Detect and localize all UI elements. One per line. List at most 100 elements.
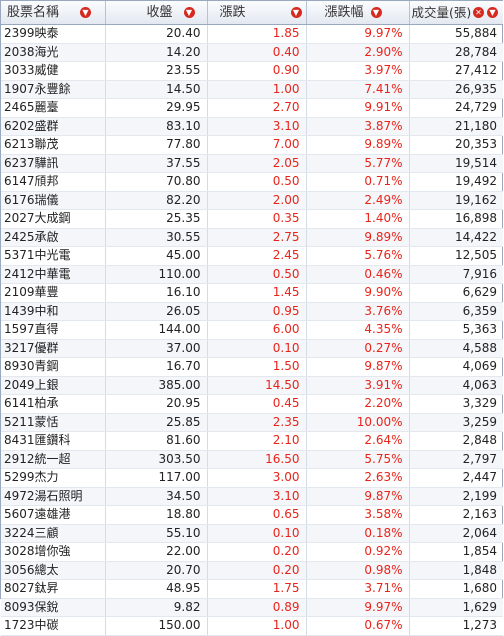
table-row[interactable]: 3224三顧 55.10 0.10 0.18% 2,064 (1, 524, 503, 543)
stock-name-cell: 2412中華電 (1, 265, 106, 284)
stock-name-cell: 3224三顧 (1, 524, 106, 543)
table-row[interactable]: 4972湯石照明 34.50 3.10 9.87% 2,199 (1, 487, 503, 506)
close-price-cell: 25.85 (105, 413, 208, 432)
column-header-volume[interactable]: 成交量(張) ✕ ▼ (409, 1, 503, 25)
table-row[interactable]: 5211蒙恬 25.85 2.35 10.00% 3,259 (1, 413, 503, 432)
close-price-cell: 81.60 (105, 431, 208, 451)
change-percent-cell: 1.40% (306, 209, 410, 229)
sort-down-icon[interactable]: ▼ (80, 7, 91, 18)
sort-down-icon[interactable]: ▼ (183, 7, 195, 18)
volume-cell: 3,259 (409, 413, 503, 432)
table-row[interactable]: 8093保銳 9.82 0.89 9.97% 1,629 (1, 598, 503, 617)
change-cell: 3.00 (207, 468, 307, 488)
table-row[interactable]: 6176瑞儀 82.20 2.00 2.49% 19,162 (1, 191, 503, 210)
table-row[interactable]: 1597直得 144.00 6.00 4.35% 5,363 (1, 320, 503, 340)
table-row[interactable]: 8930青鋼 16.70 1.50 9.87% 4,069 (1, 357, 503, 377)
table-row[interactable]: 2399映泰 20.40 1.85 9.97% 55,884 (1, 24, 503, 44)
table-row[interactable]: 3033威健 23.55 0.90 3.97% 27,412 (1, 61, 503, 81)
close-price-cell: 37.00 (105, 339, 208, 358)
table-row[interactable]: 2912統一超 303.50 16.50 5.75% 2,797 (1, 450, 503, 469)
table-row[interactable]: 8431匯鑽科 81.60 2.10 2.64% 2,848 (1, 431, 503, 451)
change-cell: 6.00 (207, 320, 307, 340)
stock-name-cell: 3056總太 (1, 561, 106, 580)
sort-down-icon[interactable]: ▼ (290, 7, 302, 18)
close-price-cell: 48.95 (105, 579, 208, 599)
column-header-name[interactable]: 股票名稱 ▼ (1, 1, 106, 25)
close-price-cell: 29.95 (105, 98, 208, 118)
volume-cell: 24,729 (409, 98, 503, 118)
column-header-label: 漲跌幅 (324, 5, 364, 20)
change-percent-cell: 9.97% (306, 598, 410, 617)
table-row[interactable]: 1907永豐餘 14.50 1.00 7.41% 26,935 (1, 80, 503, 99)
change-cell: 2.10 (207, 431, 307, 451)
stock-name-cell: 2425承啟 (1, 228, 106, 247)
table-row[interactable]: 1439中和 26.05 0.95 3.76% 6,359 (1, 302, 503, 321)
volume-cell: 27,412 (409, 61, 503, 81)
table-row[interactable]: 5371中光電 45.00 2.45 5.76% 12,505 (1, 246, 503, 266)
change-cell: 0.65 (207, 505, 307, 525)
table-row[interactable]: 3056總太 20.70 0.20 0.98% 1,848 (1, 561, 503, 580)
volume-cell: 2,163 (409, 505, 503, 525)
table-row[interactable]: 1723中碳 150.00 1.00 0.67% 1,273 (1, 616, 503, 636)
change-cell: 2.45 (207, 246, 307, 266)
column-header-change[interactable]: 漲跌 ▼ (207, 1, 307, 25)
table-row[interactable]: 2109華豐 16.10 1.45 9.90% 6,629 (1, 283, 503, 303)
change-percent-cell: 3.76% (306, 302, 410, 321)
volume-cell: 6,359 (409, 302, 503, 321)
volume-cell: 55,884 (409, 24, 503, 44)
close-price-cell: 26.05 (105, 302, 208, 321)
table-row[interactable]: 2465麗臺 29.95 2.70 9.91% 24,729 (1, 98, 503, 118)
change-cell: 0.45 (207, 394, 307, 414)
close-price-cell: 20.70 (105, 561, 208, 580)
table-row[interactable]: 2027大成鋼 25.35 0.35 1.40% 16,898 (1, 209, 503, 229)
volume-cell: 3,329 (409, 394, 503, 414)
stock-name-cell: 8027鈦昇 (1, 579, 106, 599)
volume-cell: 7,916 (409, 265, 503, 284)
table-row[interactable]: 2425承啟 30.55 2.75 9.89% 14,422 (1, 228, 503, 247)
close-price-cell: 144.00 (105, 320, 208, 340)
table-row[interactable]: 5607遠雄港 18.80 0.65 3.58% 2,163 (1, 505, 503, 525)
change-percent-cell: 3.58% (306, 505, 410, 525)
change-percent-cell: 5.75% (306, 450, 410, 469)
change-cell: 0.40 (207, 43, 307, 62)
volume-cell: 1,273 (409, 616, 503, 636)
change-percent-cell: 9.97% (306, 24, 410, 44)
stock-name-cell: 2038海光 (1, 43, 106, 62)
table-row[interactable]: 8027鈦昇 48.95 1.75 3.71% 1,680 (1, 579, 503, 599)
stock-name-cell: 6147頎邦 (1, 172, 106, 192)
table-row[interactable]: 2038海光 14.20 0.40 2.90% 28,784 (1, 43, 503, 62)
table-row[interactable]: 6237驊訊 37.55 2.05 5.77% 19,514 (1, 154, 503, 173)
column-header-close[interactable]: 收盤 ▼ (105, 1, 208, 25)
column-header-pct[interactable]: 漲跌幅 ▼ (306, 1, 410, 25)
stock-name-cell: 5607遠雄港 (1, 505, 106, 525)
volume-cell: 4,069 (409, 357, 503, 377)
change-cell: 0.10 (207, 524, 307, 543)
volume-cell: 5,363 (409, 320, 503, 340)
change-cell: 1.75 (207, 579, 307, 599)
table-row[interactable]: 3028增你強 22.00 0.20 0.92% 1,854 (1, 542, 503, 562)
stock-name-cell: 6237驊訊 (1, 154, 106, 173)
sort-down-icon[interactable]: ▼ (370, 7, 382, 18)
change-cell: 3.10 (207, 487, 307, 506)
change-cell: 1.00 (207, 616, 307, 636)
volume-cell: 19,492 (409, 172, 503, 192)
volume-cell: 4,588 (409, 339, 503, 358)
table-row[interactable]: 6213聯茂 77.80 7.00 9.89% 20,353 (1, 135, 503, 155)
table-row[interactable]: 6202盛群 83.10 3.10 3.87% 21,180 (1, 117, 503, 136)
table-row[interactable]: 5299杰力 117.00 3.00 2.63% 2,447 (1, 468, 503, 488)
table-row[interactable]: 3217優群 37.00 0.10 0.27% 4,588 (1, 339, 503, 358)
close-price-cell: 20.40 (105, 24, 208, 44)
stock-name-cell: 5211蒙恬 (1, 413, 106, 432)
change-percent-cell: 9.90% (306, 283, 410, 303)
change-cell: 2.00 (207, 191, 307, 210)
table-row[interactable]: 6147頎邦 70.80 0.50 0.71% 19,492 (1, 172, 503, 192)
sort-down-icon[interactable]: ▼ (487, 7, 498, 18)
table-row[interactable]: 6141柏承 20.95 0.45 2.20% 3,329 (1, 394, 503, 414)
close-price-cell: 9.82 (105, 598, 208, 617)
table-row[interactable]: 2049上銀 385.00 14.50 3.91% 4,063 (1, 376, 503, 395)
change-cell: 0.90 (207, 61, 307, 81)
change-cell: 16.50 (207, 450, 307, 469)
close-icon[interactable]: ✕ (473, 7, 484, 18)
table-row[interactable]: 2412中華電 110.00 0.50 0.46% 7,916 (1, 265, 503, 284)
